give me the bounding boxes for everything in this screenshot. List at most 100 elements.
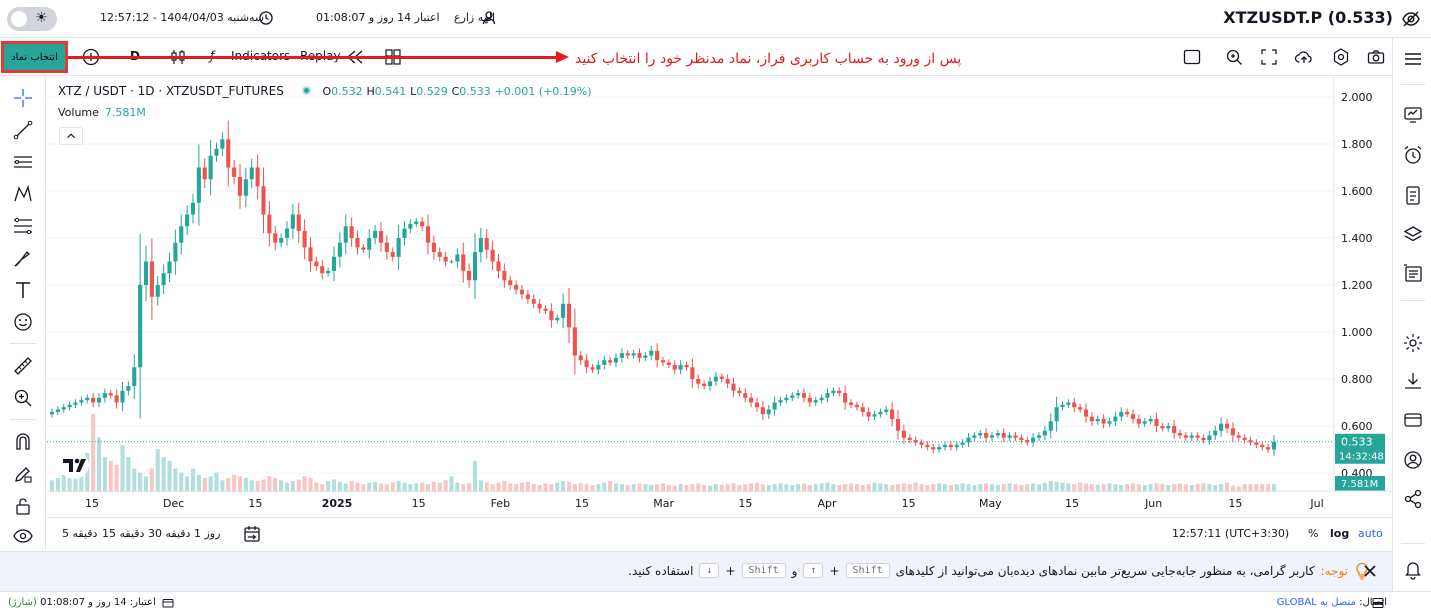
volume-bar (408, 484, 413, 492)
horizontal-lines-icon[interactable] (12, 151, 34, 173)
news-list-icon[interactable] (1402, 262, 1424, 284)
bell-icon[interactable] (1402, 558, 1424, 580)
legend-symbol[interactable]: XTZ / USDT · 1D · XTZUSDT_FUTURES (58, 84, 284, 98)
volume-bar (848, 483, 854, 492)
ruler-icon[interactable] (12, 355, 34, 377)
volume-bar (1007, 483, 1012, 492)
pencil-lock-icon[interactable] (12, 463, 34, 485)
download-icon[interactable] (1402, 370, 1424, 392)
range-30-min[interactable]: 30 دقیقه (148, 527, 191, 540)
candle-body (890, 409, 895, 419)
lightbulb-icon (1356, 562, 1368, 580)
brush-icon[interactable] (12, 247, 34, 269)
candle-body (913, 440, 918, 443)
wallet-card-icon[interactable] (1402, 409, 1424, 431)
volume-bar (913, 482, 918, 492)
time-tick-label: May (979, 497, 1002, 510)
select-symbol-button[interactable]: انتخاب نماد (1, 41, 68, 73)
time-tick-label: 15 (248, 497, 262, 510)
volume-bar (484, 482, 489, 492)
volume-bar (420, 482, 425, 492)
go-to-date-icon[interactable] (242, 524, 262, 544)
range-1-day[interactable]: 1 روز (194, 527, 221, 540)
candle-body (566, 303, 572, 328)
settings-hex-icon[interactable] (1331, 47, 1351, 67)
sun-icon: ☀ (35, 10, 48, 26)
candle-body (719, 376, 724, 379)
candle-body (384, 242, 389, 253)
menu-icon[interactable] (1402, 48, 1424, 70)
volume-bar (937, 483, 942, 492)
notice-text-before: کاربر گرامی، به منظور جابه‌جایی سریع‌تر … (895, 563, 1315, 578)
widget-separator (1401, 84, 1425, 85)
collapse-legend-button[interactable] (59, 127, 83, 145)
candle-body (443, 256, 448, 262)
text-tool-icon[interactable] (12, 279, 34, 301)
fib-retracement-icon[interactable] (12, 215, 34, 237)
volume-bar (643, 484, 648, 492)
candle-body (666, 362, 671, 365)
candle-body (1136, 418, 1141, 424)
eye-off-icon[interactable] (1401, 9, 1421, 29)
volume-bar (478, 480, 483, 492)
camera-icon[interactable] (1366, 47, 1386, 67)
quick-search-icon[interactable] (1224, 47, 1244, 67)
visibility-icon[interactable] (12, 525, 34, 547)
volume-bar (966, 484, 971, 492)
close-icon[interactable] (1362, 563, 1378, 579)
share-icon[interactable] (1402, 488, 1424, 510)
user-icon[interactable] (481, 10, 497, 26)
volume-bar (1060, 482, 1065, 492)
price-tick-label: 0.800 (1341, 373, 1373, 386)
volume-bar (361, 484, 366, 492)
candle-body (390, 252, 395, 257)
gear-icon[interactable] (1402, 332, 1424, 354)
candle-body (1001, 433, 1006, 438)
candle-body (437, 252, 442, 257)
watchlist-monitor-icon[interactable] (1402, 104, 1424, 126)
profile-icon[interactable] (1402, 449, 1424, 471)
notes-icon[interactable] (1402, 184, 1424, 206)
pattern-icon[interactable] (12, 183, 34, 205)
volume-value: 7.581M (104, 106, 146, 119)
price-tick-label: 1.400 (1341, 232, 1373, 245)
cloud-upload-icon[interactable] (1294, 47, 1314, 67)
candle-body (490, 249, 495, 262)
zoom-in-icon[interactable] (12, 387, 34, 409)
log-scale-toggle[interactable]: log (1330, 527, 1350, 540)
volume-bar (690, 484, 695, 492)
magnet-icon[interactable] (12, 431, 34, 453)
candle-body (1025, 440, 1030, 443)
auto-scale-toggle[interactable]: auto (1358, 527, 1383, 540)
last-price-badge (1335, 433, 1385, 464)
utc-time[interactable]: 12:57:11 (UTC+3:30) (1172, 527, 1290, 540)
layers-icon[interactable] (1402, 224, 1424, 246)
candle-body (954, 444, 959, 448)
candle-body (707, 381, 713, 387)
candle-body (854, 404, 859, 408)
time-range-bar: 5 دقیقه 15 دقیقه 30 دقیقه 1 روز 12:57:11… (47, 517, 1392, 550)
candle-body (1007, 435, 1012, 438)
range-15-min[interactable]: 15 دقیقه (102, 527, 145, 540)
candle-body (1242, 437, 1247, 441)
fullscreen-box-icon[interactable] (1182, 47, 1202, 67)
candle-body (461, 254, 466, 271)
alarm-clock-icon[interactable] (1402, 144, 1424, 166)
tradingview-logo-icon[interactable] (59, 451, 89, 479)
percent-scale-toggle[interactable]: % (1308, 527, 1319, 540)
expand-icon[interactable] (1259, 47, 1279, 67)
trend-line-icon[interactable] (12, 119, 34, 141)
lock-icon[interactable] (12, 495, 34, 517)
price-chart[interactable]: 2.000 1.800 1.600 1.400 1.200 1.000 0.800 0.600… (47, 77, 1392, 517)
emoji-icon[interactable] (12, 311, 34, 333)
crosshair-icon[interactable] (12, 87, 34, 109)
range-5-min[interactable]: 5 دقیقه (62, 527, 98, 540)
time-tick-label: Jun (1144, 497, 1162, 510)
candle-body (1142, 421, 1147, 424)
chart-pane[interactable]: 2.000 1.800 1.600 1.400 1.200 1.000 0.800 0.600… (47, 77, 1392, 517)
tool-separator (10, 419, 36, 420)
theme-toggle[interactable]: ☀ (7, 7, 57, 31)
candle-body (467, 270, 472, 281)
volume-bar (884, 484, 889, 492)
volume-bar (467, 483, 472, 492)
